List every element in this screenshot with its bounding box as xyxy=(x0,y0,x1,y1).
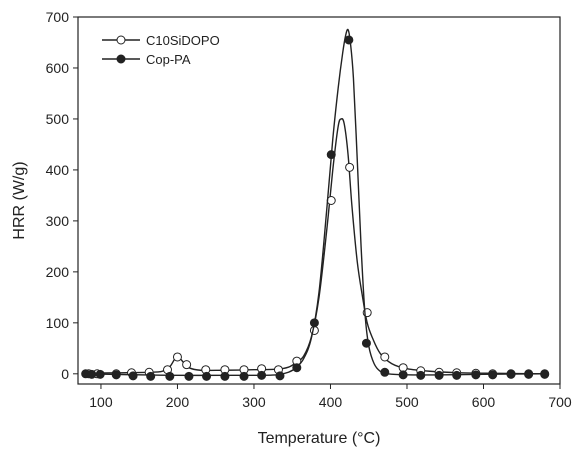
data-point xyxy=(87,369,97,379)
series-c10sidopo xyxy=(84,118,550,379)
x-axis: 100 200 300 400 500 600 700 xyxy=(89,384,572,410)
y-tick-label: 100 xyxy=(46,315,70,331)
x-tick-label: 200 xyxy=(166,394,190,410)
data-point xyxy=(182,360,192,370)
y-axis: 0 100 200 300 400 500 600 700 xyxy=(46,9,78,382)
data-point xyxy=(345,162,355,172)
x-tick-label: 500 xyxy=(395,394,419,410)
data-point xyxy=(540,369,550,379)
x-tick-label: 300 xyxy=(242,394,266,410)
x-tick-label: 700 xyxy=(548,394,572,410)
y-tick-label: 700 xyxy=(46,9,70,25)
y-axis-label: HRR (W/g) xyxy=(11,161,28,239)
data-point xyxy=(488,370,498,380)
data-point xyxy=(165,371,175,381)
plot-frame xyxy=(77,16,561,385)
data-point xyxy=(172,352,182,362)
y-tick-label: 200 xyxy=(46,264,70,280)
data-point xyxy=(202,371,212,381)
x-tick-label: 600 xyxy=(472,394,496,410)
plot-area xyxy=(77,16,561,385)
data-point xyxy=(111,370,121,380)
data-point xyxy=(309,318,319,328)
data-point xyxy=(275,371,285,381)
x-tick-label: 100 xyxy=(89,394,113,410)
legend-marker xyxy=(116,54,126,64)
data-point xyxy=(452,370,462,380)
x-axis-label: Temperature (°C) xyxy=(258,430,381,447)
data-point xyxy=(380,352,390,362)
data-point xyxy=(471,370,481,380)
data-point xyxy=(146,371,156,381)
y-tick-label: 0 xyxy=(61,366,69,382)
data-point xyxy=(380,367,390,377)
series-line xyxy=(85,118,545,375)
data-point xyxy=(326,150,336,160)
data-point xyxy=(398,370,408,380)
data-point xyxy=(128,371,138,381)
legend-label: Cop-PA xyxy=(146,52,191,67)
legend-label: C10SiDOPO xyxy=(146,33,220,48)
legend: C10SiDOPO Cop-PA xyxy=(102,33,220,67)
series-layer xyxy=(81,28,550,381)
y-tick-label: 600 xyxy=(46,60,70,76)
data-point xyxy=(292,363,302,373)
data-point xyxy=(361,338,371,348)
data-point xyxy=(506,369,516,379)
legend-marker xyxy=(116,35,126,45)
data-point xyxy=(95,369,105,379)
data-point xyxy=(416,370,426,380)
data-point xyxy=(309,325,319,335)
data-point xyxy=(524,369,534,379)
data-point xyxy=(220,371,230,381)
series-cop-pa xyxy=(81,28,550,381)
data-point xyxy=(344,35,354,45)
data-point xyxy=(239,371,249,381)
x-tick-label: 400 xyxy=(319,394,343,410)
data-point xyxy=(184,371,194,381)
y-tick-label: 400 xyxy=(46,162,70,178)
y-tick-label: 500 xyxy=(46,111,70,127)
y-tick-label: 300 xyxy=(46,213,70,229)
data-point xyxy=(257,370,267,380)
data-point xyxy=(434,370,444,380)
